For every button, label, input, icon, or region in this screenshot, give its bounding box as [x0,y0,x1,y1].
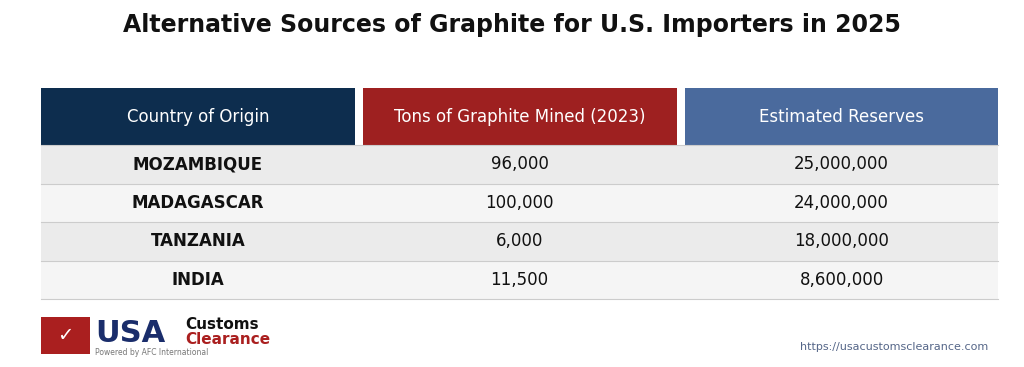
Text: 96,000: 96,000 [490,155,549,173]
Text: https://usacustomsclearance.com: https://usacustomsclearance.com [800,342,988,352]
Text: Customs: Customs [185,317,259,332]
Text: MOZAMBIQUE: MOZAMBIQUE [133,155,263,173]
Text: Estimated Reserves: Estimated Reserves [759,108,924,126]
Text: 6,000: 6,000 [496,232,544,250]
FancyBboxPatch shape [41,222,998,261]
FancyBboxPatch shape [685,88,998,145]
Text: INDIA: INDIA [171,271,224,289]
Text: Country of Origin: Country of Origin [127,108,269,126]
FancyBboxPatch shape [41,317,90,354]
FancyBboxPatch shape [41,261,998,299]
Text: MADAGASCAR: MADAGASCAR [131,194,264,212]
FancyBboxPatch shape [41,145,998,184]
Text: Alternative Sources of Graphite for U.S. Importers in 2025: Alternative Sources of Graphite for U.S.… [123,13,901,37]
Text: 18,000,000: 18,000,000 [795,232,889,250]
Text: Powered by AFC International: Powered by AFC International [95,348,209,357]
Text: 24,000,000: 24,000,000 [795,194,889,212]
FancyBboxPatch shape [362,88,677,145]
Text: 25,000,000: 25,000,000 [795,155,889,173]
Text: Clearance: Clearance [185,332,270,347]
Text: 100,000: 100,000 [485,194,554,212]
Text: TANZANIA: TANZANIA [151,232,245,250]
Text: 11,500: 11,500 [490,271,549,289]
Text: Tons of Graphite Mined (2023): Tons of Graphite Mined (2023) [394,108,645,126]
Text: USA: USA [95,319,166,349]
FancyBboxPatch shape [41,88,354,145]
Text: ✓: ✓ [57,326,74,345]
Text: 8,600,000: 8,600,000 [800,271,884,289]
FancyBboxPatch shape [41,184,998,222]
